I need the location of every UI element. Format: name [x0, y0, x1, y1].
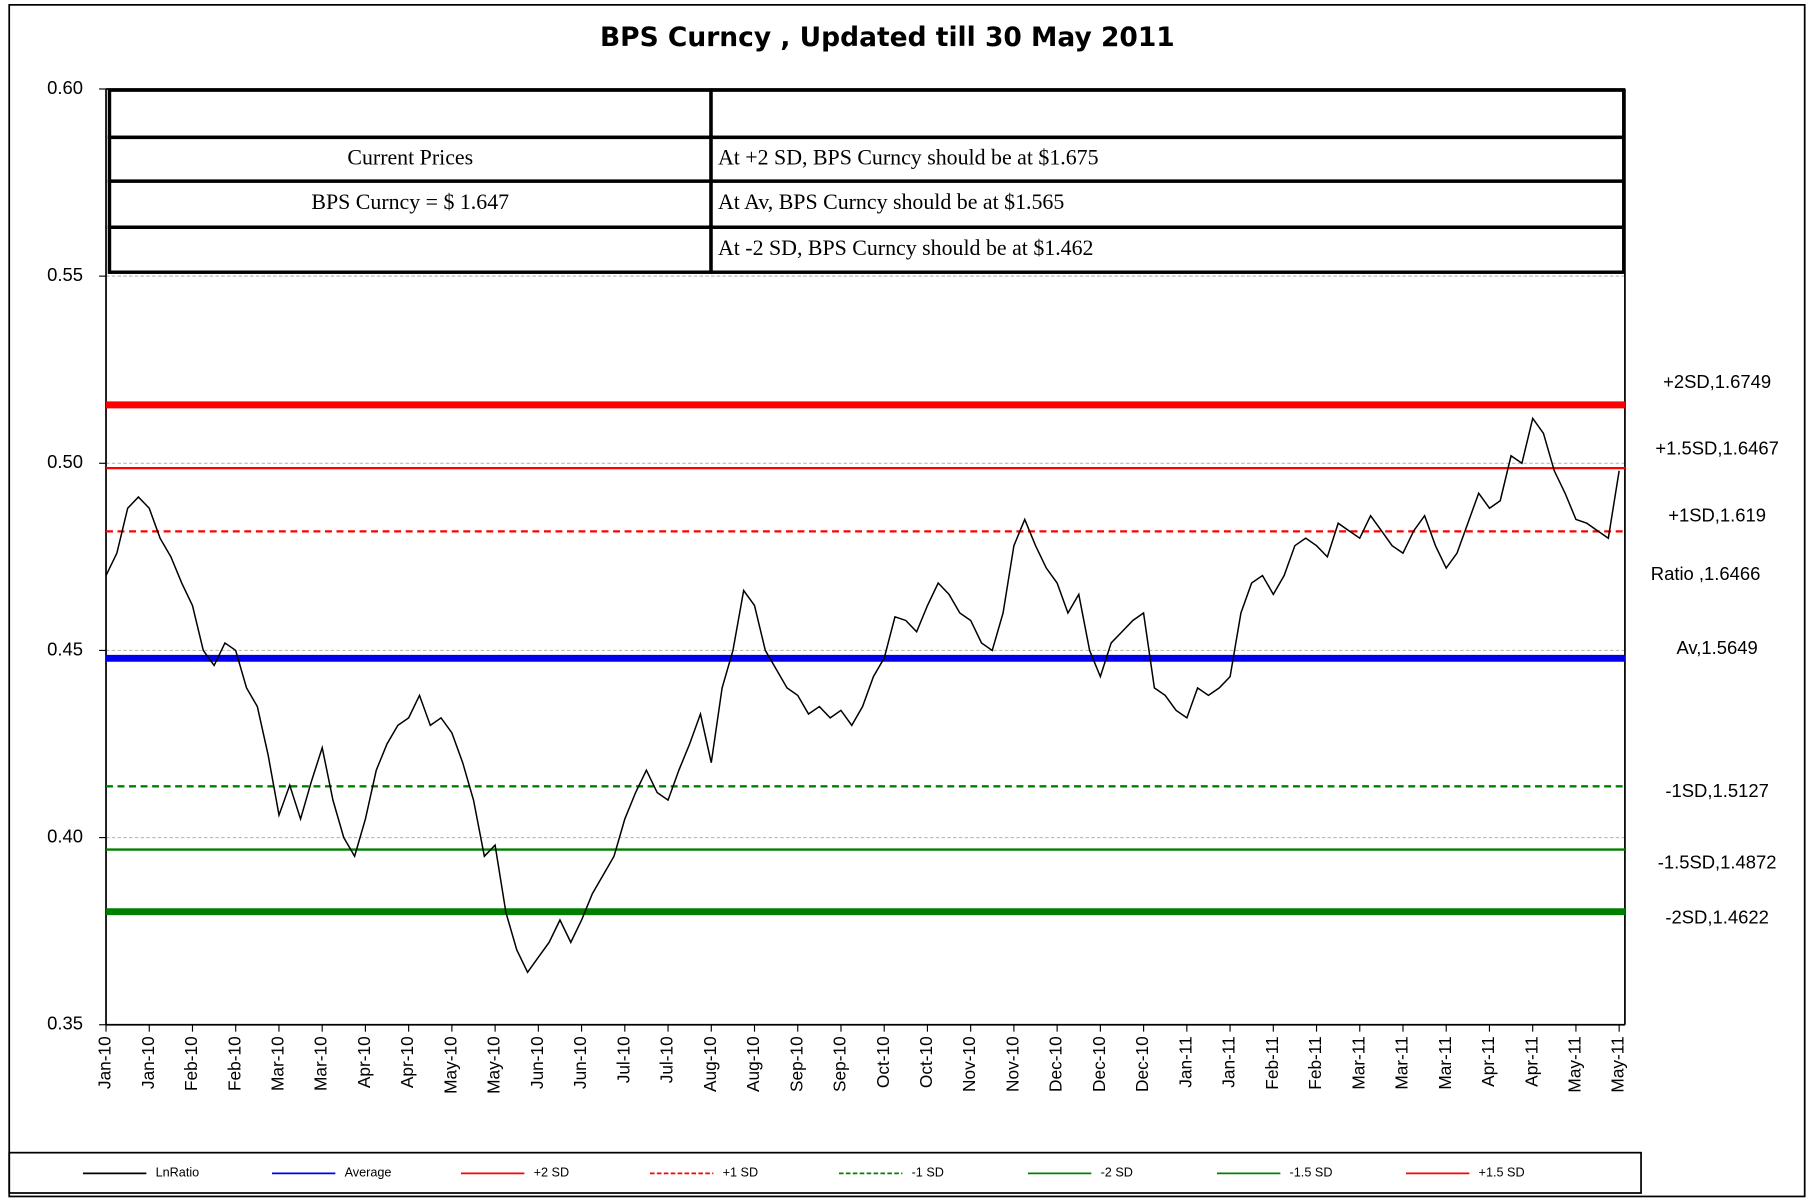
table-text: At -2 SD, BPS Curncy should be at $1.462 — [718, 235, 1094, 260]
x-tick-label: Sep-10 — [830, 1036, 850, 1092]
x-tick-label: Apr-10 — [397, 1036, 417, 1088]
y-tick-label: 0.55 — [47, 264, 83, 285]
x-tick-label: Mar-11 — [1392, 1036, 1412, 1089]
x-tick-label: May-10 — [484, 1036, 504, 1094]
reference-annotation: +1SD,1.619 — [1668, 504, 1766, 525]
x-tick-label: Oct-10 — [916, 1036, 936, 1088]
x-tick-label: Jan-11 — [1175, 1036, 1195, 1088]
x-tick-label: Jan-10 — [95, 1036, 115, 1089]
x-tick-label: Aug-10 — [700, 1036, 720, 1092]
x-tick-label: Mar-10 — [268, 1036, 288, 1091]
table-cell — [107, 225, 713, 274]
legend-label: +1.5 SD — [1479, 1166, 1525, 1180]
legend-label: -1 SD — [912, 1166, 944, 1180]
series-annotation: Ratio ,1.6466 — [1651, 563, 1761, 584]
x-tick-label: Jan-11 — [1219, 1036, 1239, 1088]
x-tick-label: Apr-11 — [1521, 1036, 1541, 1087]
x-tick-label: Dec-10 — [1132, 1036, 1152, 1092]
y-tick-label: 0.50 — [47, 451, 83, 472]
x-tick-label: Nov-10 — [959, 1036, 979, 1092]
x-tick-label: Feb-11 — [1262, 1036, 1282, 1089]
x-tick-label: Sep-10 — [786, 1036, 806, 1092]
x-tick-label: Jun-10 — [527, 1036, 547, 1089]
x-tick-label: Dec-10 — [1089, 1036, 1109, 1092]
table-cell — [709, 88, 1626, 140]
x-tick-label: Jan-10 — [138, 1036, 158, 1089]
data-line — [105, 416, 1620, 974]
y-tick-label: 0.60 — [47, 77, 83, 98]
chart-title: BPS Curncy , Updated till 30 May 2011 — [600, 22, 1175, 53]
x-tick-label: Mar-11 — [1435, 1036, 1455, 1089]
x-tick-label: Mar-10 — [311, 1036, 331, 1091]
legend-box — [8, 1151, 1642, 1194]
x-tick-label: Apr-10 — [354, 1036, 374, 1088]
legend-label: -2 SD — [1101, 1166, 1133, 1180]
x-tick-label: Feb-10 — [224, 1036, 244, 1091]
x-tick-label: May-10 — [440, 1036, 460, 1094]
table-text: At +2 SD, BPS Curncy should be at $1.675 — [718, 144, 1099, 169]
y-tick-label: 0.45 — [47, 638, 83, 659]
y-tick-label: 0.40 — [47, 825, 83, 846]
x-tick-label: Feb-11 — [1305, 1036, 1325, 1089]
table-cell — [709, 179, 1626, 229]
legend-label: LnRatio — [156, 1166, 200, 1180]
table-text: Current Prices — [347, 144, 473, 169]
x-tick-label: Nov-10 — [1002, 1036, 1022, 1092]
table-text: BPS Curncy = $ 1.647 — [311, 189, 509, 214]
x-tick-label: Jun-10 — [570, 1036, 590, 1089]
legend-label: Average — [345, 1166, 392, 1180]
x-tick-label: Aug-10 — [743, 1036, 763, 1092]
x-tick-label: Feb-10 — [181, 1036, 201, 1091]
table-cell — [709, 225, 1626, 274]
x-tick-label: May-11 — [1608, 1036, 1628, 1092]
table-cell — [107, 88, 713, 140]
reference-annotation: Av,1.5649 — [1676, 637, 1757, 658]
reference-annotation: -1SD,1.5127 — [1665, 780, 1768, 801]
reference-annotation: +2SD,1.6749 — [1663, 371, 1771, 392]
y-tick-label: 0.35 — [47, 1013, 83, 1034]
x-tick-label: Dec-10 — [1046, 1036, 1066, 1092]
x-tick-label: Oct-10 — [873, 1036, 893, 1088]
legend-label: +2 SD — [534, 1166, 570, 1180]
x-tick-label: May-11 — [1564, 1036, 1584, 1092]
x-tick-label: Jul-10 — [657, 1036, 677, 1083]
table-cell — [709, 135, 1626, 183]
legend-label: -1.5 SD — [1290, 1166, 1333, 1180]
table-text: At Av, BPS Curncy should be at $1.565 — [718, 189, 1064, 214]
reference-annotation: -2SD,1.4622 — [1665, 906, 1768, 927]
x-tick-label: Apr-11 — [1478, 1036, 1498, 1087]
x-tick-label: Mar-11 — [1348, 1036, 1368, 1089]
reference-annotation: +1.5SD,1.6467 — [1655, 438, 1778, 459]
legend-label: +1 SD — [723, 1166, 759, 1180]
reference-annotation: -1.5SD,1.4872 — [1658, 851, 1777, 872]
x-tick-label: Jul-10 — [613, 1036, 633, 1083]
